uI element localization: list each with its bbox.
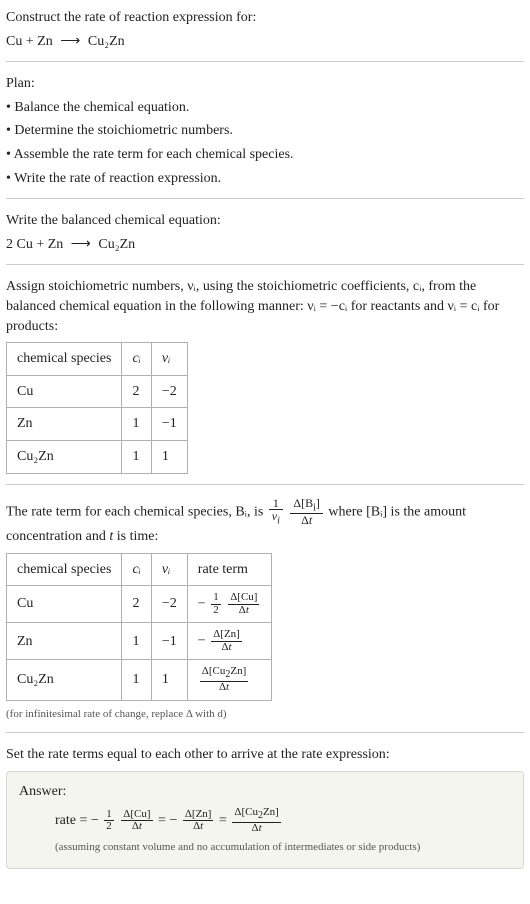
cell-species: Cu₂Zn <box>7 660 122 700</box>
cell-c: 1 <box>122 623 151 660</box>
plan-item-text: Assemble the rate term for each chemical… <box>14 147 294 162</box>
dZn-dt: Δ[Zn]Δt <box>211 629 242 653</box>
rate-footnote: (for infinitesimal rate of change, repla… <box>6 707 524 722</box>
answer-box: Answer: rate = − 12 Δ[Cu]Δt = − Δ[Zn]Δt … <box>6 771 524 869</box>
table-header-row: chemical species cᵢ νᵢ rate term <box>7 553 272 586</box>
col-c: cᵢ <box>122 553 151 586</box>
plan-item-text: Write the rate of reaction expression. <box>14 171 221 186</box>
prompt-line: Construct the rate of reaction expressio… <box>6 8 524 28</box>
col-species: chemical species <box>7 343 122 376</box>
plan-item: • Write the rate of reaction expression. <box>6 169 524 189</box>
bullet-icon: • <box>6 123 11 138</box>
separator <box>6 484 524 485</box>
stoich-intro: Assign stoichiometric numbers, νᵢ, using… <box>6 277 524 336</box>
dCu-dt: Δ[Cu]Δt <box>228 592 259 616</box>
cell-v: −1 <box>151 408 187 441</box>
eq-right: Cu₂Zn <box>98 237 135 252</box>
cell-rate: − Δ[Zn]Δt <box>187 623 272 660</box>
col-c: cᵢ <box>122 343 151 376</box>
minus-icon: − <box>198 634 206 649</box>
table-row: Cu₂Zn 1 1 <box>7 440 188 473</box>
table-row: Zn 1 −1 − Δ[Zn]Δt <box>7 623 272 660</box>
cell-v: −2 <box>151 375 187 408</box>
plan-title: Plan: <box>6 74 524 94</box>
plan-item-text: Balance the chemical equation. <box>14 100 189 115</box>
separator <box>6 61 524 62</box>
cell-rate: − 12 Δ[Cu]Δt <box>187 586 272 623</box>
cell-v: 1 <box>151 440 187 473</box>
table-header-row: chemical species cᵢ νᵢ <box>7 343 188 376</box>
plan-item: • Assemble the rate term for each chemic… <box>6 145 524 165</box>
separator <box>6 198 524 199</box>
cell-species: Cu₂Zn <box>7 440 122 473</box>
half-frac: 12 <box>211 592 221 616</box>
intro-c: is time: <box>113 529 158 544</box>
bullet-icon: • <box>6 100 11 115</box>
frac-1-over-nu: 1νi <box>269 497 283 527</box>
cell-c: 1 <box>122 408 151 441</box>
separator <box>6 264 524 265</box>
unbalanced-equation: Cu + Zn ⟶ Cu₂Zn <box>6 32 524 52</box>
page: Construct the rate of reaction expressio… <box>0 0 530 879</box>
cell-v: 1 <box>151 660 187 700</box>
table-row: Cu 2 −2 − 12 Δ[Cu]Δt <box>7 586 272 623</box>
bullet-icon: • <box>6 147 11 162</box>
answer-expression: rate = − 12 Δ[Cu]Δt = − Δ[Zn]Δt = Δ[Cu2Z… <box>55 807 511 834</box>
cell-rate: Δ[Cu2Zn]Δt <box>187 660 272 700</box>
col-rate: rate term <box>187 553 272 586</box>
table-row: Cu₂Zn 1 1 Δ[Cu2Zn]Δt <box>7 660 272 700</box>
col-v: νᵢ <box>151 553 187 586</box>
cell-v: −1 <box>151 623 187 660</box>
cell-c: 1 <box>122 440 151 473</box>
cell-v: −2 <box>151 586 187 623</box>
balanced-section: Write the balanced chemical equation: 2 … <box>6 211 524 254</box>
intro-a: The rate term for each chemical species,… <box>6 504 267 519</box>
frac-dBi-dt: Δ[Bi]Δt <box>290 497 323 527</box>
rate-table: chemical species cᵢ νᵢ rate term Cu 2 −2… <box>6 553 272 701</box>
col-v: νᵢ <box>151 343 187 376</box>
separator <box>6 732 524 733</box>
cell-species: Cu <box>7 586 122 623</box>
half-frac: 12 <box>104 809 114 833</box>
rate-term-section: The rate term for each chemical species,… <box>6 497 524 722</box>
cell-species: Zn <box>7 623 122 660</box>
table-row: Cu 2 −2 <box>7 375 188 408</box>
stoich-table: chemical species cᵢ νᵢ Cu 2 −2 Zn 1 −1 C… <box>6 342 188 473</box>
table-row: Zn 1 −1 <box>7 408 188 441</box>
cell-c: 2 <box>122 586 151 623</box>
cell-c: 2 <box>122 375 151 408</box>
minus-icon: − <box>198 596 206 611</box>
final-section: Set the rate terms equal to each other t… <box>6 745 524 869</box>
plan-item: • Balance the chemical equation. <box>6 98 524 118</box>
dCu2Zn-dt: Δ[Cu2Zn]Δt <box>200 666 248 693</box>
eq-left: Cu + Zn <box>6 34 53 49</box>
dCu-dt: Δ[Cu]Δt <box>121 809 152 833</box>
arrow-icon: ⟶ <box>67 237 95 252</box>
cell-c: 1 <box>122 660 151 700</box>
dCu2Zn-dt: Δ[Cu2Zn]Δt <box>232 807 280 834</box>
bullet-icon: • <box>6 171 11 186</box>
minus-icon: − <box>169 813 177 828</box>
cell-species: Cu <box>7 375 122 408</box>
cell-species: Zn <box>7 408 122 441</box>
eq-left: 2 Cu + Zn <box>6 237 63 252</box>
plan-section: Plan: • Balance the chemical equation. •… <box>6 74 524 188</box>
arrow-icon: ⟶ <box>56 34 84 49</box>
minus-icon: − <box>91 813 99 828</box>
plan-item: • Determine the stoichiometric numbers. <box>6 121 524 141</box>
answer-note: (assuming constant volume and no accumul… <box>55 840 511 855</box>
eq-right: Cu₂Zn <box>88 34 125 49</box>
rate-term-intro: The rate term for each chemical species,… <box>6 497 524 547</box>
dZn-dt: Δ[Zn]Δt <box>183 809 214 833</box>
balanced-equation: 2 Cu + Zn ⟶ Cu₂Zn <box>6 235 524 255</box>
final-intro: Set the rate terms equal to each other t… <box>6 745 524 765</box>
balanced-title: Write the balanced chemical equation: <box>6 211 524 231</box>
problem-header: Construct the rate of reaction expressio… <box>6 8 524 51</box>
stoich-section: Assign stoichiometric numbers, νᵢ, using… <box>6 277 524 473</box>
answer-title: Answer: <box>19 782 511 802</box>
plan-item-text: Determine the stoichiometric numbers. <box>14 123 233 138</box>
col-species: chemical species <box>7 553 122 586</box>
